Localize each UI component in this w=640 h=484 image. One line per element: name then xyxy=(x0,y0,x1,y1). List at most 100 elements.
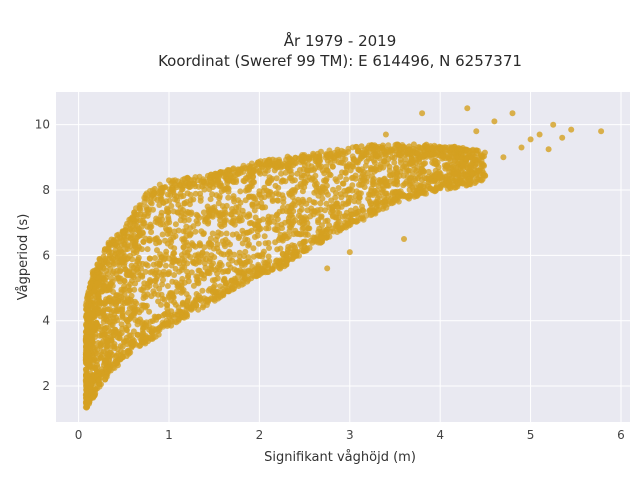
data-point xyxy=(462,171,469,178)
data-point xyxy=(144,291,151,298)
data-point xyxy=(125,283,132,290)
data-point xyxy=(450,163,457,170)
data-point xyxy=(296,208,303,215)
data-point xyxy=(281,160,288,167)
data-point xyxy=(155,313,162,320)
data-point xyxy=(178,279,185,286)
data-point xyxy=(259,204,266,211)
data-point xyxy=(101,359,108,366)
data-point xyxy=(117,268,124,275)
data-point xyxy=(286,175,293,181)
data-point xyxy=(130,264,137,271)
y-tick-label: 6 xyxy=(42,248,50,262)
data-point xyxy=(314,235,320,242)
data-point xyxy=(144,262,151,269)
data-point xyxy=(245,242,252,249)
data-point xyxy=(291,198,298,205)
data-point xyxy=(443,162,450,169)
data-point xyxy=(468,164,475,171)
outlier-point xyxy=(545,146,552,153)
data-point xyxy=(377,178,384,184)
data-point xyxy=(364,170,371,176)
data-point xyxy=(187,254,194,260)
data-point xyxy=(219,269,226,275)
data-point xyxy=(406,177,413,184)
data-point xyxy=(314,207,321,214)
data-point xyxy=(319,195,326,202)
data-point xyxy=(292,154,299,161)
data-point xyxy=(365,195,372,202)
data-point xyxy=(95,310,102,316)
data-point xyxy=(176,268,183,275)
data-point xyxy=(473,172,480,178)
data-point xyxy=(436,146,443,153)
data-point xyxy=(113,299,120,306)
data-point xyxy=(154,197,161,203)
data-point xyxy=(256,161,263,168)
data-point xyxy=(312,153,319,160)
data-point xyxy=(192,190,199,197)
data-point xyxy=(197,190,204,197)
data-point xyxy=(279,250,286,257)
data-point xyxy=(228,277,235,284)
data-point xyxy=(317,200,324,207)
data-point xyxy=(98,351,105,358)
data-point xyxy=(276,156,282,163)
data-point xyxy=(332,190,339,196)
data-point xyxy=(460,161,467,168)
data-point xyxy=(162,262,169,269)
data-point xyxy=(105,313,111,320)
data-point xyxy=(340,213,346,220)
data-point xyxy=(369,145,376,152)
data-point xyxy=(154,247,160,254)
data-point xyxy=(176,260,183,267)
data-point xyxy=(98,323,105,330)
data-point xyxy=(251,207,258,214)
data-point xyxy=(302,238,309,245)
data-point xyxy=(377,164,384,171)
data-point xyxy=(104,306,111,313)
data-point xyxy=(147,334,154,341)
data-point xyxy=(138,246,145,253)
data-point xyxy=(200,209,207,216)
data-point xyxy=(142,333,149,339)
data-point xyxy=(198,179,205,185)
data-point xyxy=(149,187,156,194)
data-point xyxy=(250,245,257,252)
data-point xyxy=(305,225,312,232)
data-point xyxy=(200,302,207,309)
tick-labels: 0 1 2 3 4 5 6 2 4 6 8 10 xyxy=(35,118,625,442)
data-point xyxy=(127,296,134,303)
data-point xyxy=(231,221,238,228)
data-point xyxy=(84,403,91,410)
data-point xyxy=(104,369,111,376)
data-point xyxy=(175,284,182,291)
data-point xyxy=(291,248,298,255)
data-point xyxy=(294,170,301,177)
data-point xyxy=(91,271,98,278)
data-point xyxy=(193,211,200,218)
data-point xyxy=(348,211,355,218)
data-point xyxy=(215,248,222,255)
data-point xyxy=(184,268,190,275)
data-point xyxy=(401,163,408,170)
data-point xyxy=(104,245,111,252)
data-point xyxy=(373,164,380,171)
data-point xyxy=(142,268,149,275)
data-point xyxy=(439,181,446,188)
data-point xyxy=(274,246,281,253)
data-point xyxy=(230,285,237,292)
data-point xyxy=(148,200,155,207)
data-point xyxy=(158,209,165,216)
data-point xyxy=(112,353,119,360)
data-point xyxy=(278,170,285,177)
data-point xyxy=(121,228,127,235)
data-point xyxy=(84,328,91,335)
data-point xyxy=(318,229,325,235)
data-point xyxy=(93,298,100,305)
data-point xyxy=(436,169,443,175)
data-point xyxy=(394,181,401,188)
data-point xyxy=(322,218,329,225)
data-point xyxy=(427,151,433,158)
